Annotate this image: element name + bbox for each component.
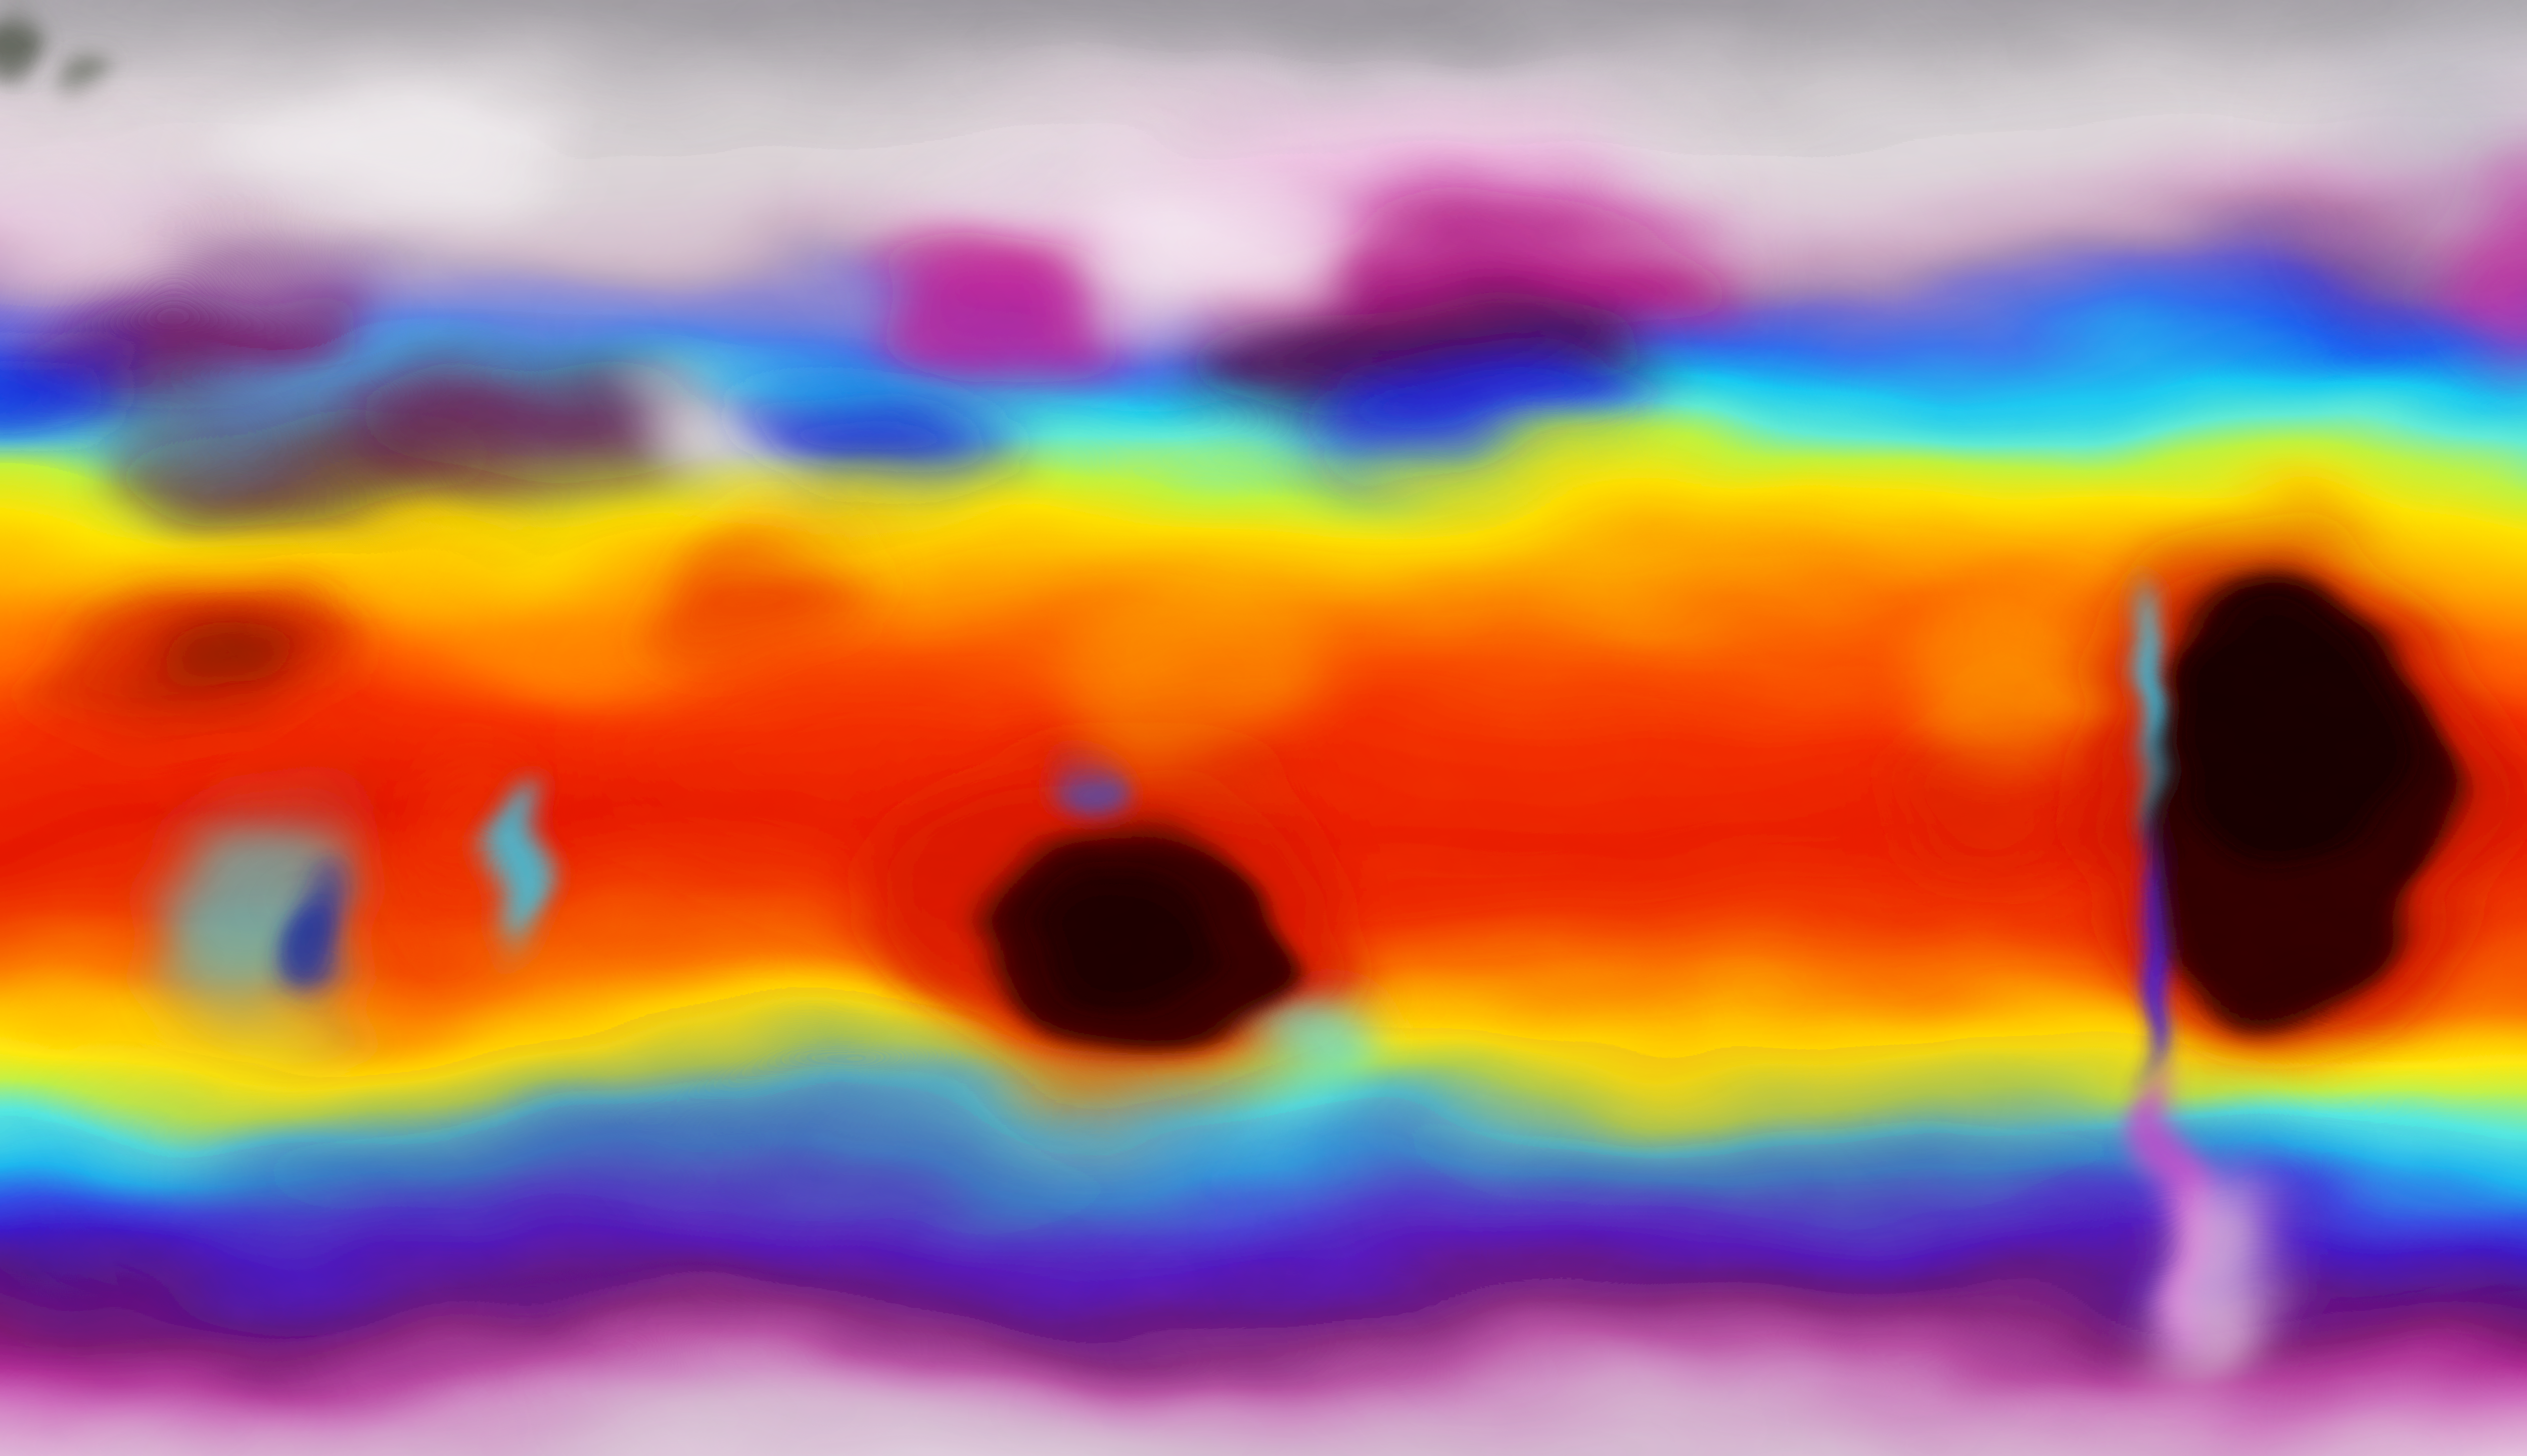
grain-noise-texture [0,0,2527,1456]
temperature-map [0,0,2527,1456]
temperature-map-canvas [0,0,2527,1456]
